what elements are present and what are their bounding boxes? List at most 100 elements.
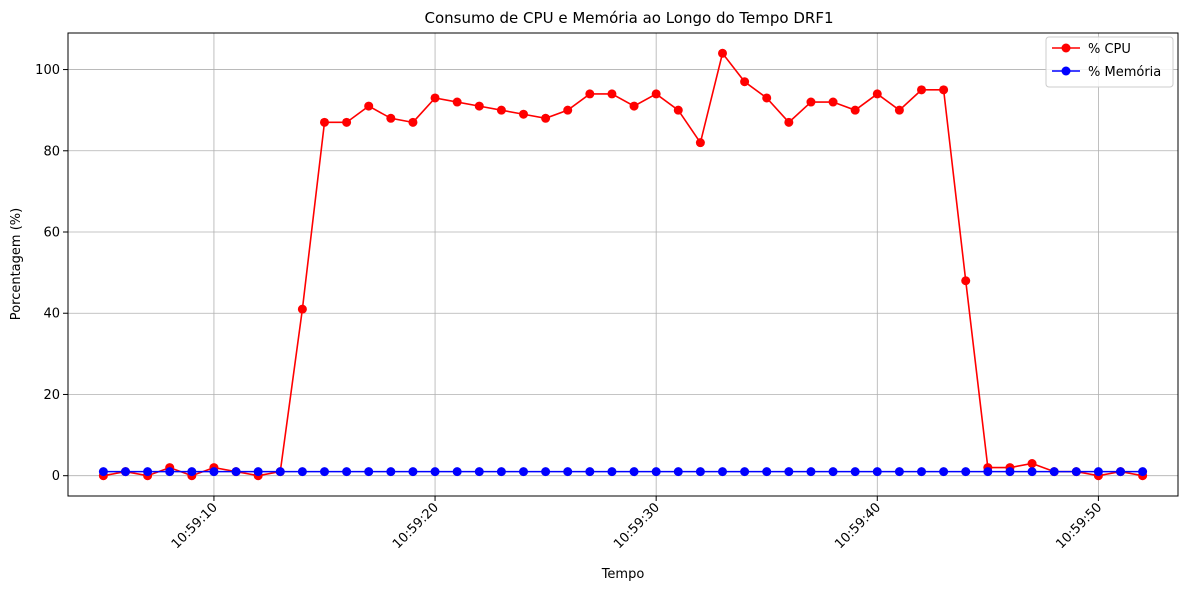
data-point-cpu [629, 101, 639, 111]
data-point-memoria [651, 467, 661, 477]
x-axis-label: Tempo [601, 567, 645, 582]
data-point-cpu [364, 101, 374, 111]
data-point-memoria [850, 467, 860, 477]
grid [68, 33, 1178, 496]
data-point-memoria [231, 467, 241, 477]
data-point-memoria [806, 467, 816, 477]
legend-label-memoria: % Memória [1088, 65, 1161, 80]
data-point-memoria [496, 467, 506, 477]
data-point-memoria [917, 467, 927, 477]
data-point-cpu [806, 97, 816, 107]
data-point-cpu [762, 93, 772, 103]
data-point-cpu [541, 113, 551, 123]
data-point-memoria [541, 467, 551, 477]
data-point-memoria [563, 467, 573, 477]
data-point-memoria [120, 467, 130, 477]
series-line-cpu [103, 51, 1143, 477]
data-point-memoria [474, 467, 484, 477]
data-point-memoria [784, 467, 794, 477]
data-point-memoria [585, 467, 595, 477]
x-tick-label: 10:59:20 [390, 500, 442, 552]
data-point-memoria [740, 467, 750, 477]
y-tick-label: 20 [43, 388, 60, 403]
data-point-cpu [917, 85, 927, 95]
data-point-memoria [342, 467, 352, 477]
data-point-cpu [519, 109, 528, 119]
legend-box [1045, 36, 1174, 88]
y-tick-label: 40 [43, 307, 60, 322]
x-axis: 10:59:10 10:59:20 10:59:30 10:59:40 10:59:50 [169, 496, 1105, 552]
data-point-memoria [961, 467, 971, 477]
data-point-memoria [1138, 467, 1148, 477]
data-point-memoria [408, 467, 418, 477]
data-point-memoria [319, 467, 329, 477]
data-point-cpu [496, 105, 506, 115]
data-point-memoria [1049, 467, 1059, 477]
data-point-memoria [673, 467, 683, 477]
legend-marker-cpu [1061, 43, 1071, 53]
series-cpu [98, 48, 1148, 481]
data-point-memoria [143, 467, 153, 477]
data-point-memoria [629, 467, 639, 477]
data-point-cpu [342, 117, 352, 127]
data-point-memoria [1005, 467, 1015, 477]
data-point-memoria [98, 467, 108, 477]
data-point-memoria [1116, 467, 1126, 477]
data-point-cpu [961, 276, 971, 286]
data-point-memoria [519, 467, 528, 477]
data-point-memoria [983, 467, 993, 477]
data-point-memoria [165, 467, 175, 477]
legend-marker-memoria [1061, 66, 1071, 76]
y-axis: 0 20 40 60 80 100 [35, 63, 68, 484]
series-memoria [98, 467, 1148, 477]
series-layer [98, 48, 1148, 481]
y-tick-label: 60 [43, 226, 60, 241]
plot-area [67, 32, 1179, 497]
x-tick-label: 10:59:30 [611, 500, 663, 552]
x-tick-label: 10:59:10 [169, 500, 221, 552]
data-point-cpu [1027, 459, 1037, 469]
legend: % CPU % Memória [1045, 36, 1174, 88]
data-point-cpu [828, 97, 838, 107]
y-tick-label: 80 [43, 144, 60, 159]
data-point-cpu [673, 105, 683, 115]
data-point-memoria [253, 467, 263, 477]
data-point-memoria [718, 467, 727, 477]
data-point-cpu [850, 105, 860, 115]
data-point-memoria [762, 467, 772, 477]
y-tick-label: 0 [52, 469, 60, 484]
data-point-memoria [894, 467, 904, 477]
data-point-cpu [319, 117, 329, 127]
data-point-cpu [563, 105, 573, 115]
data-point-cpu [695, 138, 705, 148]
data-point-memoria [187, 467, 197, 477]
data-point-memoria [297, 467, 307, 477]
data-point-cpu [651, 89, 661, 99]
data-point-memoria [607, 467, 617, 477]
data-point-memoria [452, 467, 462, 477]
data-point-cpu [784, 117, 794, 127]
x-tick-label: 10:59:50 [1053, 500, 1105, 552]
data-point-cpu [894, 105, 904, 115]
data-point-memoria [828, 467, 838, 477]
data-point-memoria [1093, 467, 1103, 477]
data-point-cpu [430, 93, 440, 103]
legend-label-cpu: % CPU [1088, 42, 1131, 57]
data-point-memoria [939, 467, 949, 477]
data-point-cpu [297, 304, 307, 314]
data-point-memoria [872, 467, 882, 477]
data-point-memoria [386, 467, 396, 477]
data-point-cpu [718, 48, 727, 58]
data-point-cpu [872, 89, 882, 99]
data-point-cpu [386, 113, 396, 123]
y-tick-label: 100 [35, 63, 60, 78]
data-point-memoria [430, 467, 440, 477]
data-point-memoria [695, 467, 705, 477]
data-point-cpu [939, 85, 949, 95]
data-point-memoria [1071, 467, 1081, 477]
y-axis-label: Porcentagem (%) [9, 208, 24, 320]
data-point-cpu [452, 97, 462, 107]
x-tick-label: 10:59:40 [832, 500, 884, 552]
data-point-cpu [607, 89, 617, 99]
